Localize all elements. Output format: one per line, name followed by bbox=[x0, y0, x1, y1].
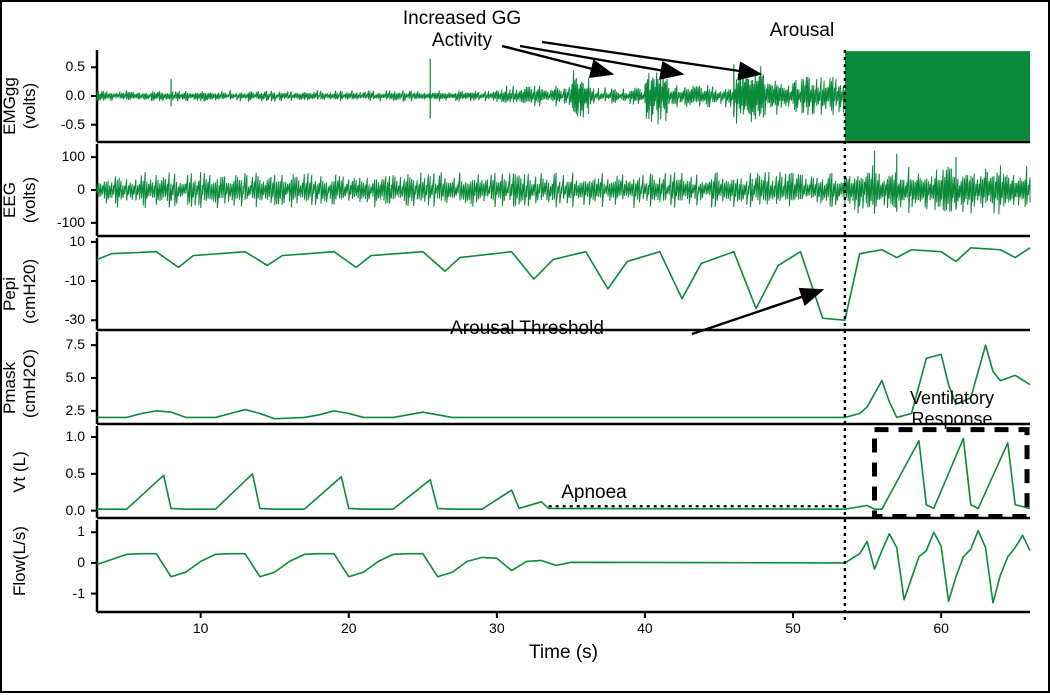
xlabel: Time (s) bbox=[529, 642, 598, 664]
annotation-apnoea: Apnoea bbox=[561, 482, 627, 504]
flow-ytick-label: -1 bbox=[73, 585, 85, 601]
annotation-vent-resp: VentilatoryResponse bbox=[910, 388, 994, 429]
xtick-label: 40 bbox=[637, 620, 653, 636]
eeg-ytick-label: 0 bbox=[77, 181, 85, 197]
pmask-ylabel: Pmask(cmH2O) bbox=[0, 358, 40, 418]
xtick-label: 50 bbox=[785, 620, 801, 636]
pepi-ytick-label: -10 bbox=[65, 272, 85, 288]
annotation-arousal: Arousal bbox=[770, 20, 834, 42]
vt-ytick-label: 1.0 bbox=[66, 428, 85, 444]
pmask-ytick-label: 2.5 bbox=[66, 402, 85, 418]
eeg-ytick-label: -100 bbox=[57, 214, 85, 230]
vt-ytick-label: 0.0 bbox=[66, 502, 85, 518]
xtick-label: 60 bbox=[933, 620, 949, 636]
xtick-label: 20 bbox=[341, 620, 357, 636]
emg-ylabel: EMGgg(volts) bbox=[0, 76, 40, 136]
eeg-ytick-label: 100 bbox=[62, 148, 85, 164]
flow-ylabel: Flow(L/s) bbox=[10, 536, 30, 596]
xtick-label: 10 bbox=[193, 620, 209, 636]
pmask-ytick-label: 5.0 bbox=[66, 369, 85, 385]
xtick-label: 30 bbox=[489, 620, 505, 636]
pepi-ytick-label: -30 bbox=[65, 311, 85, 327]
eeg-ylabel: EEG(volts) bbox=[0, 170, 40, 230]
physio-traces-figure: -0.50.00.5EMGgg(volts)-1000100EEG(volts)… bbox=[0, 0, 1050, 693]
emg-ytick-label: 0.5 bbox=[66, 58, 85, 74]
vt-ytick-label: 0.5 bbox=[66, 465, 85, 481]
flow-ytick-label: 0 bbox=[77, 554, 85, 570]
annotation-arousal-thr: Arousal Threshold bbox=[450, 318, 604, 340]
emg-ytick-label: 0.0 bbox=[66, 87, 85, 103]
pmask-ytick-label: 7.5 bbox=[66, 336, 85, 352]
vt-ylabel: Vt (L) bbox=[10, 442, 30, 502]
pepi-ylabel: Pepi(cmH20) bbox=[0, 264, 40, 324]
pepi-ytick-label: 10 bbox=[69, 233, 85, 249]
flow-ytick-label: 1 bbox=[77, 523, 85, 539]
emg-ytick-label: -0.5 bbox=[61, 116, 85, 132]
annotation-increased-gg: Increased GGActivity bbox=[403, 8, 521, 52]
